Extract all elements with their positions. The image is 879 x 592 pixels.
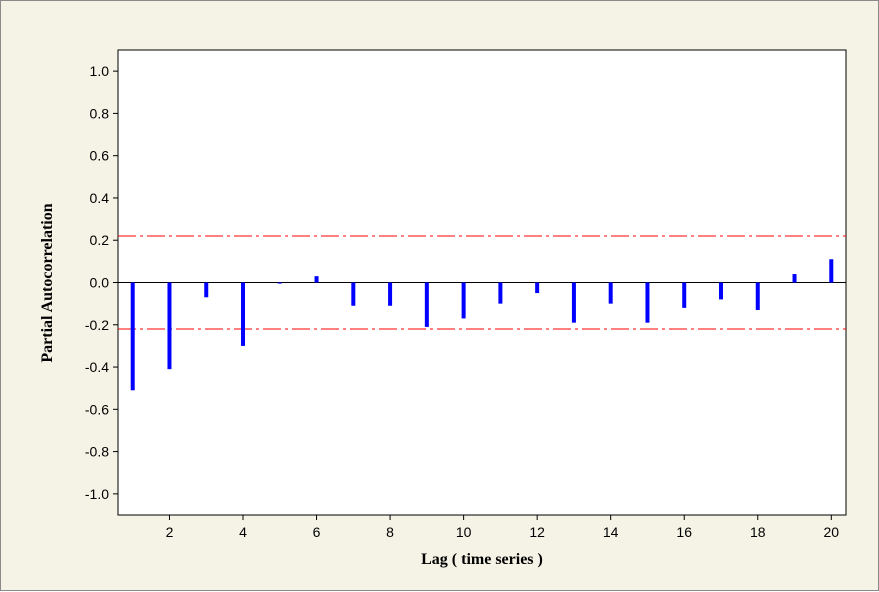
y-tick-label: -0.2 — [85, 317, 109, 333]
pacf-bar-lag-20 — [829, 259, 834, 283]
x-tick-label: 20 — [824, 524, 840, 540]
x-tick-label: 4 — [239, 524, 247, 540]
y-tick-label: 0.2 — [90, 232, 110, 248]
pacf-bar-lag-15 — [645, 282, 650, 323]
pacf-bar-lag-18 — [755, 282, 760, 310]
x-tick-label: 6 — [313, 524, 321, 540]
y-axis-ticks: 1.0 0.8 0.6 0.4 0.2 0.0 -0.2 -0.4 -0.6 -0.8 -1.0 — [85, 63, 118, 502]
pacf-bar-lag-2 — [167, 282, 172, 370]
x-axis-ticks: 2 4 6 8 10 12 14 16 18 20 — [166, 515, 840, 540]
pacf-bar-lag-8 — [388, 282, 393, 306]
y-tick-label: -0.8 — [85, 444, 109, 460]
y-axis-title: Partial Autocorrelation — [39, 203, 56, 362]
y-tick-label: 0.0 — [90, 275, 110, 291]
x-tick-label: 14 — [603, 524, 619, 540]
y-tick-label: 0.6 — [90, 148, 110, 164]
pacf-bar-lag-16 — [682, 282, 687, 308]
pacf-bar-lag-5 — [277, 282, 282, 284]
pacf-bar-lag-9 — [424, 282, 429, 327]
pacf-bar-lag-10 — [461, 282, 466, 319]
pacf-bar-lag-17 — [718, 282, 723, 300]
pacf-bars — [130, 259, 834, 391]
pacf-bar-lag-14 — [608, 282, 613, 304]
x-tick-label: 8 — [386, 524, 394, 540]
y-tick-label: -0.4 — [85, 359, 109, 375]
y-tick-label: 0.8 — [90, 105, 110, 121]
pacf-bar-lag-13 — [571, 282, 576, 323]
pacf-bar-lag-7 — [351, 282, 356, 306]
x-tick-label: 10 — [456, 524, 472, 540]
x-axis-title: Lag ( time series ) — [421, 551, 543, 568]
pacf-bar-lag-1 — [130, 282, 135, 391]
x-tick-label: 2 — [166, 524, 174, 540]
y-tick-label: 0.4 — [90, 190, 110, 206]
pacf-bar-lag-6 — [314, 276, 319, 283]
y-tick-label: -0.6 — [85, 401, 109, 417]
y-tick-label: 1.0 — [90, 63, 110, 79]
pacf-bar-lag-11 — [498, 282, 503, 304]
x-tick-label: 18 — [750, 524, 766, 540]
pacf-bar-lag-12 — [535, 282, 540, 294]
x-tick-label: 12 — [529, 524, 545, 540]
significance-limits — [118, 235, 846, 330]
x-tick-label: 16 — [676, 524, 692, 540]
y-tick-label: -1.0 — [85, 486, 109, 502]
pacf-bar-lag-3 — [204, 282, 209, 298]
pacf-bar-lag-19 — [792, 274, 797, 283]
pacf-bar-lag-4 — [241, 282, 246, 346]
